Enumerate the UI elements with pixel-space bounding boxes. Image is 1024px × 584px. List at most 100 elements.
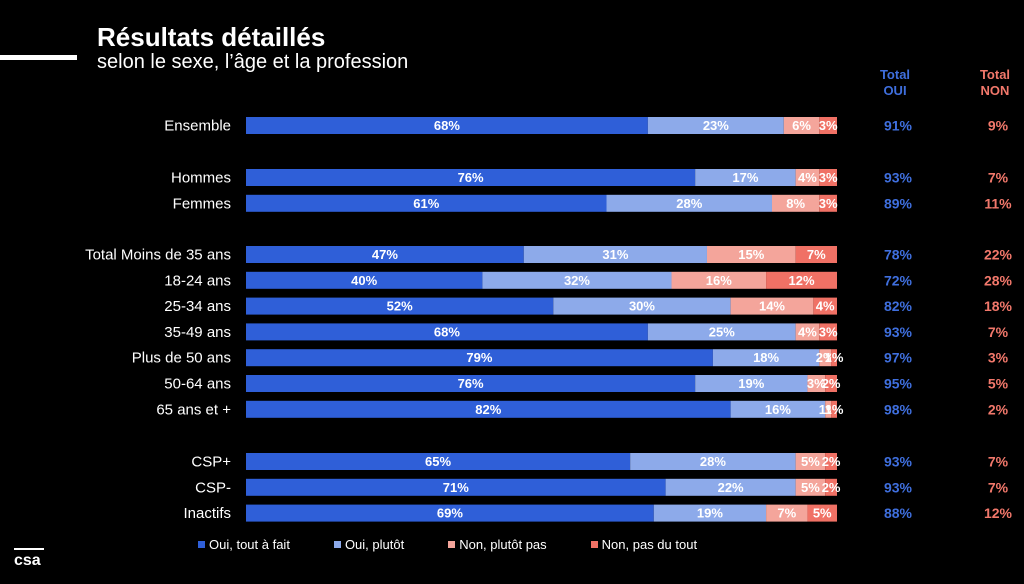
legend-item: Oui, plutôt [333, 537, 405, 552]
bar-segment [819, 323, 837, 341]
total-oui-value: 93% [884, 324, 913, 340]
bar-value-label: 3% [819, 324, 838, 339]
bar-value-label: 14% [759, 299, 785, 314]
bar-segment [831, 349, 837, 367]
bar-value-label: 31% [602, 247, 628, 262]
category-label: CSP- [195, 479, 231, 496]
legend-item: Non, pas du tout [590, 537, 697, 552]
total-oui-value: 89% [884, 195, 913, 211]
category-label: Hommes [171, 170, 231, 187]
bar-value-label: 65% [425, 454, 451, 469]
bar-segment [246, 323, 648, 341]
total-non-value: 5% [988, 376, 1009, 392]
bar-value-label: 52% [387, 299, 413, 314]
page-subtitle: selon le sexe, l’âge et la profession [97, 51, 409, 73]
legend-item: Non, plutôt pas [448, 537, 547, 552]
total-oui-header: Total OUI [879, 67, 911, 98]
bar-segment [819, 117, 837, 134]
bar-value-label: 5% [801, 454, 820, 469]
legend-label: Oui, tout à fait [209, 537, 290, 552]
total-non-value: 28% [984, 272, 1013, 288]
category-label: 35-49 ans [164, 324, 231, 341]
bar-segment [819, 349, 832, 367]
total-non-value: 3% [988, 350, 1009, 366]
bar-value-label: 3% [819, 170, 838, 185]
bar-value-label: 2% [822, 454, 841, 469]
bar-segment [766, 271, 837, 289]
bar-value-label: 1% [825, 350, 844, 365]
bar-segment [246, 478, 666, 496]
bar-segment [647, 117, 784, 134]
bar-value-label: 2% [816, 350, 835, 365]
bar-segment [246, 453, 631, 470]
bar-segment [647, 323, 796, 341]
bar-value-label: 7% [777, 506, 796, 521]
bar-segment [606, 194, 772, 212]
bar-segment [825, 478, 837, 496]
bar-value-label: 7% [807, 247, 826, 262]
total-oui-value: 93% [884, 170, 913, 186]
bar-value-label: 68% [434, 118, 460, 133]
bar-value-label: 76% [458, 376, 484, 391]
csa-logo-icon: csa [14, 548, 44, 569]
legend-item: Oui, tout à fait [198, 537, 290, 552]
bar-segment [246, 246, 524, 263]
bar-value-label: 3% [819, 196, 838, 211]
bar-segment [246, 375, 696, 392]
bar-segment [825, 375, 837, 392]
total-oui-value: 78% [884, 247, 913, 263]
bar-segment [482, 271, 672, 289]
bar-value-label: 16% [765, 402, 791, 417]
bar-value-label: 5% [813, 506, 832, 521]
total-non-value: 12% [984, 505, 1013, 521]
total-oui-value: 88% [884, 505, 913, 521]
bar-segment [706, 246, 796, 263]
category-label: Plus de 50 ans [132, 350, 231, 367]
bar-value-label: 61% [413, 196, 439, 211]
bar-segment [813, 297, 837, 315]
bar-value-label: 69% [437, 506, 463, 521]
total-non-value: 22% [984, 247, 1013, 263]
bar-value-label: 1% [825, 402, 844, 417]
bar-segment [783, 117, 820, 134]
bar-segment [831, 400, 837, 418]
bar-value-label: 8% [786, 196, 805, 211]
bar-segment [665, 478, 796, 496]
bar-segment [246, 271, 483, 289]
total-non-header: Total NON [979, 67, 1011, 98]
accent-line [0, 55, 77, 60]
bar-segment [795, 246, 837, 263]
total-non-value: 7% [988, 454, 1009, 470]
bar-segment [695, 169, 796, 186]
bar-segment [553, 297, 731, 315]
bar-value-label: 4% [798, 324, 817, 339]
bar-value-label: 47% [372, 247, 398, 262]
bar-segment [246, 194, 607, 212]
bar-value-label: 22% [718, 480, 744, 495]
total-oui-value: 93% [884, 479, 913, 495]
bar-value-label: 19% [697, 506, 723, 521]
total-non-value: 18% [984, 298, 1013, 314]
total-oui-value: 82% [884, 298, 913, 314]
bar-segment [523, 246, 707, 263]
bar-value-label: 4% [798, 170, 817, 185]
total-oui-value: 93% [884, 454, 913, 470]
bar-value-label: 2% [822, 480, 841, 495]
bar-segment [712, 349, 820, 367]
bar-segment [795, 169, 820, 186]
bar-value-label: 32% [564, 273, 590, 288]
bar-segment [730, 400, 826, 418]
total-non-value: 7% [988, 324, 1009, 340]
category-label: Total Moins de 35 ans [85, 247, 231, 264]
bar-segment [630, 453, 796, 470]
svg-text:csa: csa [14, 552, 41, 569]
bar-segment [795, 323, 820, 341]
total-oui-value: 95% [884, 376, 913, 392]
bar-value-label: 25% [709, 324, 735, 339]
bar-segment [795, 453, 826, 470]
legend-label: Oui, plutôt [344, 537, 405, 552]
bar-segment [653, 504, 767, 522]
category-label: 25-34 ans [164, 298, 231, 315]
category-label: Inactifs [183, 505, 231, 522]
